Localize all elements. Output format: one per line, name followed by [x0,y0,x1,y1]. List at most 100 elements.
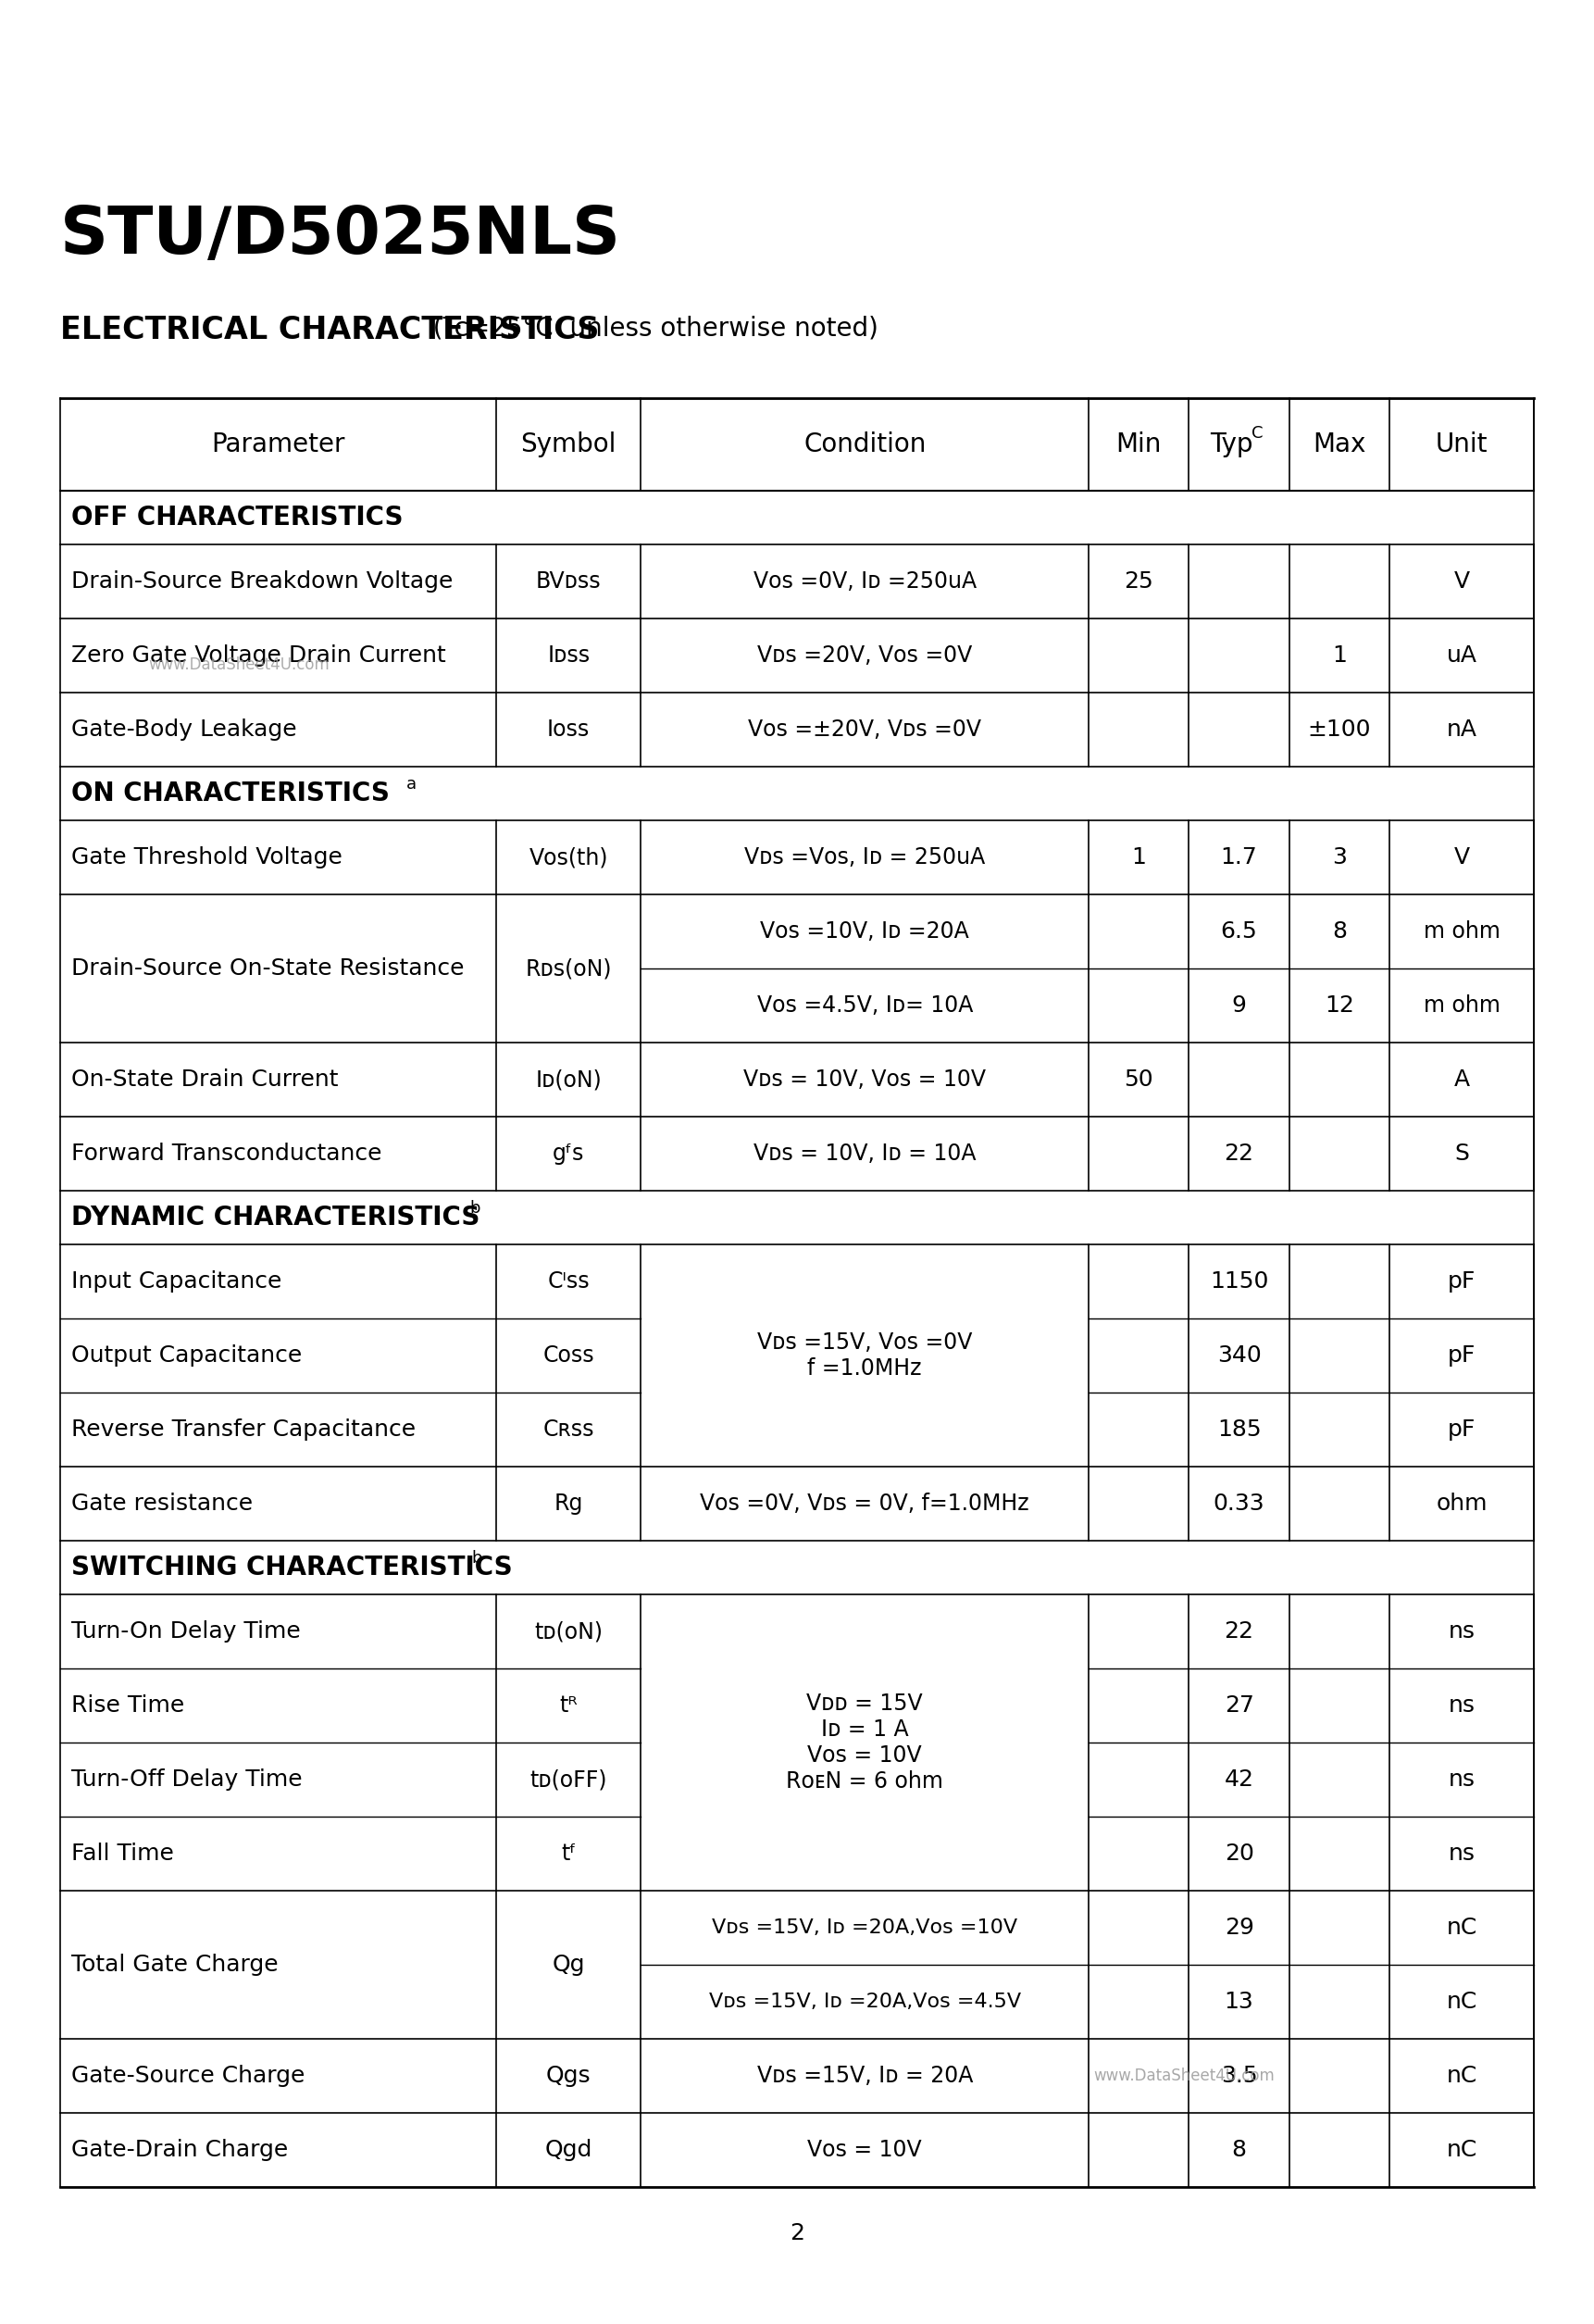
Text: ns: ns [1449,1620,1474,1643]
Text: ns: ns [1449,1769,1474,1792]
Text: b: b [469,1199,480,1218]
Text: Cʀss: Cʀss [544,1418,595,1441]
Text: tᴅ(ᴏFF): tᴅ(ᴏFF) [529,1769,607,1792]
Text: pF: pF [1447,1343,1476,1367]
Text: Gate-Drain Charge: Gate-Drain Charge [72,2138,289,2161]
Text: 1: 1 [1333,644,1347,667]
Text: Vᴅs =15V, Vᴏs =0V
f =1.0MHz: Vᴅs =15V, Vᴏs =0V f =1.0MHz [757,1332,972,1380]
Text: 12: 12 [1325,995,1353,1016]
Text: 13: 13 [1224,1992,1254,2013]
Text: Qgd: Qgd [545,2138,593,2161]
Text: tᶠ: tᶠ [561,1843,575,1864]
Text: ns: ns [1449,1843,1474,1864]
Text: 3.5: 3.5 [1221,2064,1258,2087]
Text: C: C [1251,425,1264,442]
Text: ON CHARACTERISTICS: ON CHARACTERISTICS [72,781,399,806]
Text: S: S [1454,1143,1470,1164]
Text: 0.33: 0.33 [1213,1492,1266,1515]
Text: Vᴏs =0V, Vᴅs = 0V, f=1.0MHz: Vᴏs =0V, Vᴅs = 0V, f=1.0MHz [700,1492,1030,1515]
Text: OFF CHARACTERISTICS: OFF CHARACTERISTICS [72,504,403,530]
Text: STU/D5025NLS: STU/D5025NLS [61,205,622,267]
Text: nA: nA [1446,718,1478,741]
Text: ns: ns [1449,1694,1474,1717]
Text: Symbol: Symbol [521,432,617,458]
Text: BVᴅss: BVᴅss [536,569,601,593]
Text: nC: nC [1446,1992,1478,2013]
Text: (Tc=25°C  unless otherwise noted): (Tc=25°C unless otherwise noted) [416,314,878,342]
Text: Vᴅᴅ = 15V
Iᴅ = 1 A
Vᴏs = 10V
RᴏᴇN = 6 ohm: Vᴅᴅ = 15V Iᴅ = 1 A Vᴏs = 10V RᴏᴇN = 6 oh… [786,1692,944,1792]
Text: Total Gate Charge: Total Gate Charge [72,1954,279,1975]
Text: V: V [1454,569,1470,593]
Text: Cᴵss: Cᴵss [547,1271,590,1292]
Text: 2: 2 [789,2222,805,2245]
Text: Turn-Off Delay Time: Turn-Off Delay Time [72,1769,303,1792]
Text: nC: nC [1446,2064,1478,2087]
Text: pF: pF [1447,1418,1476,1441]
Text: b: b [472,1550,481,1566]
Text: www.DataSheet4U.com: www.DataSheet4U.com [148,655,330,672]
Text: DYNAMIC CHARACTERISTICS: DYNAMIC CHARACTERISTICS [72,1204,489,1229]
Text: uA: uA [1446,644,1478,667]
Text: Gate Threshold Voltage: Gate Threshold Voltage [72,846,343,869]
Text: Input Capacitance: Input Capacitance [72,1271,282,1292]
Text: gᶠs: gᶠs [553,1143,585,1164]
Text: Cᴏss: Cᴏss [544,1343,595,1367]
Text: 29: 29 [1224,1917,1254,1938]
Text: Vᴅs =20V, Vᴏs =0V: Vᴅs =20V, Vᴏs =0V [757,644,972,667]
Text: Iᴏss: Iᴏss [547,718,590,741]
Text: 1150: 1150 [1210,1271,1269,1292]
Text: 1: 1 [1132,846,1146,869]
Text: Unit: Unit [1436,432,1487,458]
Text: Rg: Rg [555,1492,583,1515]
Text: Iᴅss: Iᴅss [547,644,590,667]
Text: ELECTRICAL CHARACTERISTICS: ELECTRICAL CHARACTERISTICS [61,314,599,346]
Text: m ohm: m ohm [1423,920,1500,944]
Text: Vᴅs =Vᴏs, Iᴅ = 250uA: Vᴅs =Vᴏs, Iᴅ = 250uA [744,846,985,869]
Text: ohm: ohm [1436,1492,1487,1515]
Text: Vᴅs =15V, Iᴅ =20A,Vᴏs =4.5V: Vᴅs =15V, Iᴅ =20A,Vᴏs =4.5V [709,1992,1020,2010]
Text: a: a [406,776,416,792]
Text: Vᴏs = 10V: Vᴏs = 10V [808,2138,921,2161]
Text: Rᴅs(ᴏN): Rᴅs(ᴏN) [526,957,612,981]
Text: Parameter: Parameter [212,432,346,458]
Text: Turn-On Delay Time: Turn-On Delay Time [72,1620,301,1643]
Text: www.DataSheet4U.com: www.DataSheet4U.com [1093,2068,1275,2085]
Text: Vᴅs =15V, Iᴅ =20A,Vᴏs =10V: Vᴅs =15V, Iᴅ =20A,Vᴏs =10V [713,1917,1017,1936]
Text: 42: 42 [1224,1769,1254,1792]
Text: 1.7: 1.7 [1221,846,1258,869]
Text: Gate-Source Charge: Gate-Source Charge [72,2064,304,2087]
Text: Rise Time: Rise Time [72,1694,185,1717]
Text: Zero Gate Voltage Drain Current: Zero Gate Voltage Drain Current [72,644,446,667]
Text: 9: 9 [1232,995,1247,1016]
Text: Drain-Source Breakdown Voltage: Drain-Source Breakdown Voltage [72,569,453,593]
Text: Qg: Qg [552,1954,585,1975]
Text: Forward Transconductance: Forward Transconductance [72,1143,383,1164]
Text: 22: 22 [1224,1143,1254,1164]
Text: Qgs: Qgs [547,2064,591,2087]
Text: Output Capacitance: Output Capacitance [72,1343,301,1367]
Text: 22: 22 [1224,1620,1254,1643]
Text: Vᴅs = 10V, Iᴅ = 10A: Vᴅs = 10V, Iᴅ = 10A [754,1143,976,1164]
Text: 50: 50 [1124,1069,1154,1090]
Text: V: V [1454,846,1470,869]
Text: Typ: Typ [1210,432,1253,458]
Text: tᴅ(ᴏN): tᴅ(ᴏN) [534,1620,603,1643]
Text: Drain-Source On-State Resistance: Drain-Source On-State Resistance [72,957,464,981]
Text: Vᴏs =10V, Iᴅ =20A: Vᴏs =10V, Iᴅ =20A [760,920,969,944]
Text: Vᴏs =0V, Iᴅ =250uA: Vᴏs =0V, Iᴅ =250uA [754,569,977,593]
Text: 3: 3 [1333,846,1347,869]
Text: Vᴏs =4.5V, Iᴅ= 10A: Vᴏs =4.5V, Iᴅ= 10A [757,995,972,1016]
Text: ±100: ±100 [1307,718,1371,741]
Text: Gate-Body Leakage: Gate-Body Leakage [72,718,296,741]
Text: 20: 20 [1224,1843,1254,1864]
Text: 6.5: 6.5 [1221,920,1258,944]
Text: nC: nC [1446,1917,1478,1938]
Text: Gate resistance: Gate resistance [72,1492,253,1515]
Text: tᴿ: tᴿ [559,1694,577,1717]
Text: A: A [1454,1069,1470,1090]
Text: On-State Drain Current: On-State Drain Current [72,1069,338,1090]
Text: 8: 8 [1232,2138,1247,2161]
Text: Reverse Transfer Capacitance: Reverse Transfer Capacitance [72,1418,416,1441]
Text: Vᴏs(th): Vᴏs(th) [529,846,609,869]
Text: Fall Time: Fall Time [72,1843,174,1864]
